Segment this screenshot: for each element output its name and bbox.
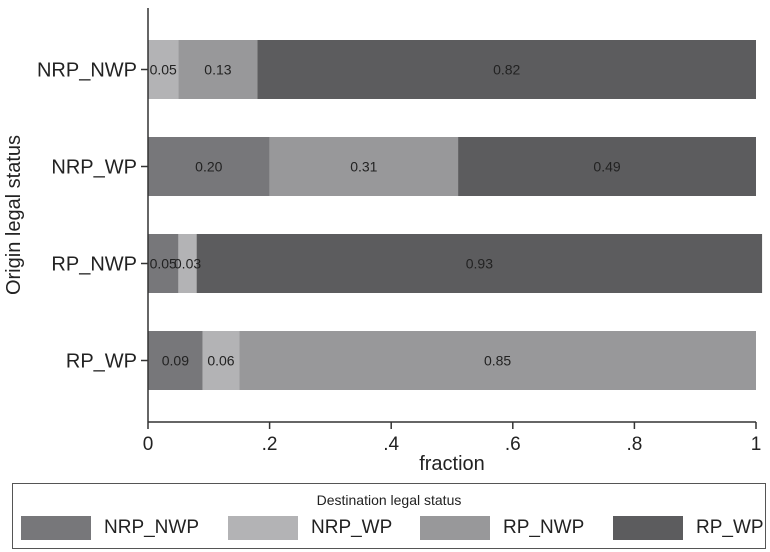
y-category-label-rp_nwp: RP_NWP: [51, 254, 137, 276]
y-category-label-nrp_nwp: NRP_NWP: [37, 60, 137, 82]
legend-label: RP_NWP: [503, 517, 585, 538]
data-label-rp_wp-rp_nwp: 0.85: [484, 353, 511, 369]
legend: Destination legal status NRP_NWP NRP_WP RP…: [12, 483, 766, 549]
legend-swatch: [613, 516, 683, 540]
data-label-nrp_nwp-nrp_wp: 0.05: [150, 62, 177, 78]
legend-item-rp_wp: RP_WP: [613, 514, 764, 542]
data-label-nrp_wp-rp_wp: 0.49: [593, 159, 620, 175]
y-category-label-rp_wp: RP_WP: [66, 351, 137, 373]
x-ticks: 0 .2 .4 .6 .8 1: [143, 422, 762, 455]
y-axis-title: Origin legal status: [3, 135, 25, 295]
bars-layer: [148, 40, 763, 390]
data-label-nrp_nwp-rp_nwp: 0.13: [204, 62, 231, 78]
bar-segment-nrp_nwp-rp_wp: [257, 40, 756, 99]
bar-segment-rp_nwp-rp_wp: [196, 234, 763, 293]
x-tick-label: .4: [383, 434, 399, 455]
legend-swatch: [228, 516, 298, 540]
y-category-label-nrp_wp: NRP_WP: [51, 157, 137, 179]
bar-segment-rp_nwp-nrp_wp: [178, 234, 197, 293]
x-axis-title: fraction: [419, 453, 485, 475]
x-tick-label: .8: [626, 434, 642, 455]
bar-segment-rp_wp-rp_nwp: [239, 331, 756, 390]
x-tick-label: 1: [751, 434, 762, 455]
bar-segment-nrp_wp-rp_nwp: [269, 137, 459, 196]
bar-segment-nrp_nwp-nrp_wp: [148, 40, 179, 99]
legend-item-rp_nwp: RP_NWP: [420, 514, 584, 542]
legend-item-nrp_wp: NRP_WP: [228, 514, 392, 542]
legend-item-nrp_nwp: NRP_NWP: [21, 514, 199, 542]
x-tick-label: .2: [262, 434, 278, 455]
legend-swatch: [420, 516, 490, 540]
x-tick-label: .6: [505, 434, 521, 455]
stacked-bar-chart: 0.05 0.13 0.820.20 0.31 0.490.050.03 0.930.09…: [3, 8, 763, 475]
legend-title: Destination legal status: [316, 492, 462, 508]
data-label-nrp_wp-rp_nwp: 0.31: [350, 159, 377, 175]
y-category-labels: NRP_NWP NRP_WP RP_NWP RP_WP: [37, 60, 148, 373]
bar-segment-nrp_wp-rp_wp: [458, 137, 756, 196]
legend-label: RP_WP: [696, 517, 764, 538]
legend-label: NRP_WP: [311, 517, 393, 538]
legend-label: NRP_NWP: [104, 517, 200, 538]
bar-segment-nrp_wp-nrp_nwp: [148, 137, 270, 196]
data-label-rp_nwp-rp_wp: 0.93: [466, 256, 493, 272]
data-labels-layer: 0.05 0.13 0.820.20 0.31 0.490.050.03 0.930.09…: [150, 62, 621, 369]
data-label-nrp_nwp-rp_wp: 0.82: [493, 62, 520, 78]
bar-segment-rp_nwp-nrp_nwp: [148, 234, 179, 293]
legend-swatch: [21, 516, 91, 540]
data-label-rp_nwp-nrp_nwp: 0.05: [150, 256, 177, 272]
bar-segment-nrp_nwp-rp_nwp: [178, 40, 258, 99]
bar-segment-rp_wp-nrp_wp: [202, 331, 240, 390]
data-label-nrp_wp-nrp_nwp: 0.20: [195, 159, 222, 175]
bar-segment-rp_wp-nrp_nwp: [148, 331, 203, 390]
data-label-rp_wp-nrp_nwp: 0.09: [162, 353, 189, 369]
legend-items: NRP_NWP NRP_WP RP_NWP RP_WP: [21, 514, 764, 542]
data-label-rp_wp-nrp_wp: 0.06: [207, 353, 234, 369]
data-label-rp_nwp-nrp_wp: 0.03: [174, 256, 201, 272]
x-tick-label: 0: [143, 434, 154, 455]
